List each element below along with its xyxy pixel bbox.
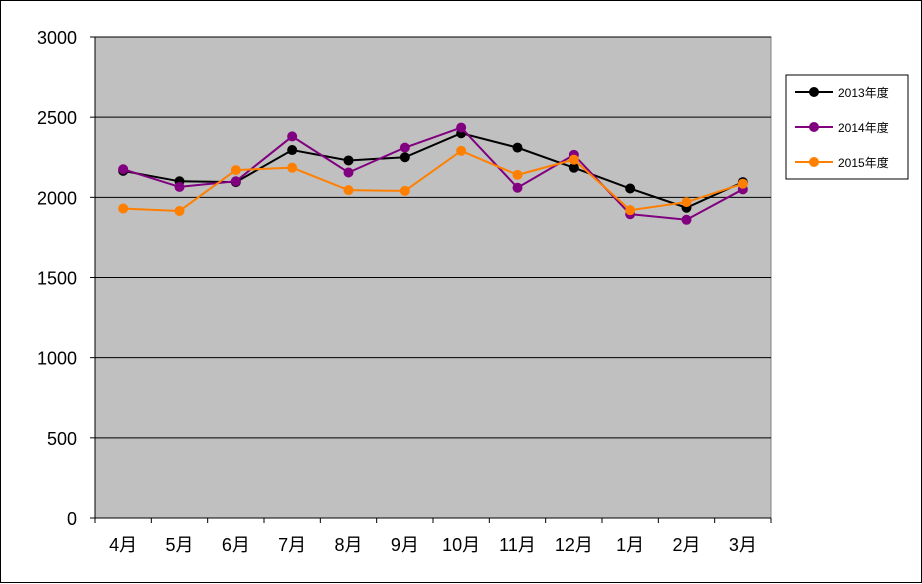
x-tick-label: 5月 xyxy=(165,535,193,555)
data-point xyxy=(230,165,241,176)
data-point xyxy=(568,154,579,165)
data-point xyxy=(512,169,523,180)
legend-label: 2013年度 xyxy=(838,85,889,100)
data-point xyxy=(681,197,692,208)
y-tick-label: 1000 xyxy=(37,349,77,369)
y-tick-label: 2000 xyxy=(37,188,77,208)
data-point xyxy=(399,142,410,153)
data-point xyxy=(512,142,523,153)
data-point xyxy=(456,122,467,133)
data-point xyxy=(512,182,523,193)
x-tick-label: 4月 xyxy=(109,535,137,555)
legend-label: 2014年度 xyxy=(838,120,889,135)
data-point xyxy=(625,205,636,216)
legend-swatch-marker xyxy=(809,122,819,132)
legend-label: 2015年度 xyxy=(838,155,889,170)
data-point xyxy=(287,131,298,142)
y-tick-label: 500 xyxy=(47,429,77,449)
series-2 xyxy=(118,145,748,216)
x-tick-label: 8月 xyxy=(334,535,362,555)
y-tick-label: 1500 xyxy=(37,269,77,289)
legend-item: 2014年度 xyxy=(795,120,889,135)
legend-swatch-marker xyxy=(809,87,819,97)
x-tick-label: 12月 xyxy=(555,535,593,555)
x-tick-label: 7月 xyxy=(278,535,306,555)
data-point xyxy=(568,162,579,173)
x-tick-label: 10月 xyxy=(442,535,480,555)
x-tick-label: 9月 xyxy=(391,535,419,555)
series-line xyxy=(122,126,744,221)
data-point xyxy=(287,162,298,173)
legend-item: 2015年度 xyxy=(795,155,889,170)
data-point xyxy=(456,145,467,156)
data-point xyxy=(174,205,185,216)
data-point xyxy=(681,214,692,225)
x-tick-label: 6月 xyxy=(222,535,250,555)
legend-item: 2013年度 xyxy=(795,85,889,100)
x-tick-label: 1月 xyxy=(616,535,644,555)
legend: 2013年度 2014年度 2015年度 xyxy=(785,74,909,180)
data-point xyxy=(118,164,129,175)
data-point xyxy=(343,167,354,178)
x-tick-label: 3月 xyxy=(729,535,757,555)
data-point xyxy=(625,183,636,194)
y-tick-label: 3000 xyxy=(37,28,77,48)
data-point xyxy=(230,176,241,187)
data-point xyxy=(343,155,354,166)
data-point xyxy=(399,152,410,163)
series-line xyxy=(123,149,744,212)
data-point xyxy=(737,178,748,189)
data-point xyxy=(343,185,354,196)
data-point xyxy=(118,203,129,214)
data-point xyxy=(174,181,185,192)
x-tick-label: 2月 xyxy=(672,535,700,555)
x-tick-label: 11月 xyxy=(499,535,536,555)
y-tick-label: 2500 xyxy=(37,108,77,128)
data-point xyxy=(287,145,298,156)
data-point xyxy=(399,185,410,196)
y-tick-label: 0 xyxy=(67,509,77,529)
legend-swatch-marker xyxy=(809,157,819,167)
